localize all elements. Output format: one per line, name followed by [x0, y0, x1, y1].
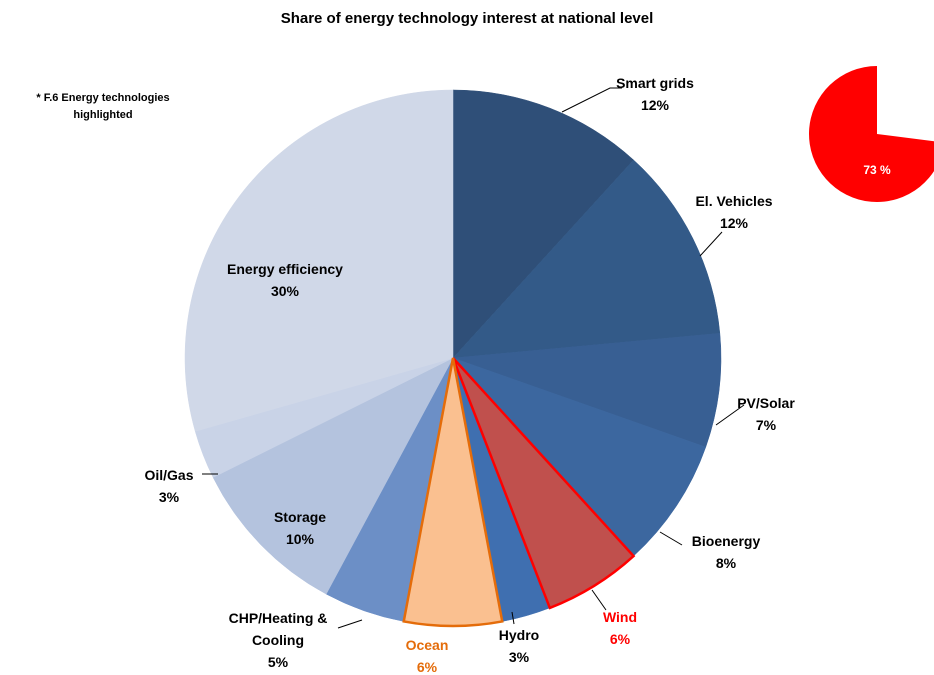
slice-name: Bioenergy: [691, 533, 761, 549]
slice-value: 8%: [715, 555, 737, 571]
annotation-line: * F.6 Energy technologies: [36, 92, 170, 104]
leader-line: [715, 404, 745, 426]
annotation-line: highlighted: [73, 109, 133, 121]
slice-value: 6%: [416, 659, 438, 675]
slice-label: PV/Solar 7%: [706, 392, 826, 436]
pie-slice: [452, 159, 721, 359]
leader-line: [699, 231, 723, 257]
slice-value: 12%: [640, 97, 670, 113]
inset-slice: [809, 66, 934, 202]
slice-name: Ocean: [405, 637, 449, 653]
pie-slice: [212, 357, 454, 595]
pie-slice: [451, 357, 636, 610]
slice-name: El. Vehicles: [695, 193, 773, 209]
slice-value: 6%: [609, 631, 631, 647]
slice-value: 12%: [719, 215, 749, 231]
slice-name: Energy efficiency: [227, 261, 343, 277]
slice-label: CHP/Heating & Cooling 5%: [208, 607, 348, 673]
slice-name: Wind: [602, 609, 638, 625]
slice-value: 10%: [285, 531, 315, 547]
annotation: * F.6 Energy technologies highlighted: [18, 90, 188, 124]
slice-name: Smart grids: [616, 75, 694, 91]
slice-value: 7%: [755, 417, 777, 433]
leader-line: [591, 589, 607, 611]
slice-label: Smart grids 12%: [595, 72, 715, 116]
slice-label: Oil/Gas 3%: [119, 464, 219, 508]
slice-label: Storage 10%: [240, 506, 360, 550]
slice-value: 5%: [267, 654, 289, 670]
leader-line: [561, 87, 622, 113]
pie-slice: [184, 89, 454, 432]
pie-slice: [452, 332, 722, 448]
slice-name: PV/Solar: [737, 395, 795, 411]
slice-value: 3%: [158, 489, 180, 505]
leader-line: [659, 531, 683, 546]
slice-name: CHP/Heating & Cooling: [228, 610, 328, 648]
slice-label: Wind 6%: [580, 606, 660, 650]
slice-label: Hydro 3%: [479, 624, 559, 668]
slice-name: Oil/Gas: [144, 467, 194, 483]
pie-slice: [452, 89, 634, 359]
pie-slice: [402, 357, 504, 628]
slice-name: Hydro: [498, 627, 540, 643]
chart-title: Share of energy technology interest at n…: [280, 10, 654, 27]
pie-slice: [452, 357, 707, 557]
slice-label: Bioenergy 8%: [666, 530, 786, 574]
slice-label: Energy efficiency 30%: [205, 258, 365, 302]
inset-label: 73 %: [863, 163, 891, 177]
leader-line: [511, 611, 515, 625]
slice-label: Ocean 6%: [387, 634, 467, 675]
slice-value: 30%: [270, 283, 300, 299]
leader-line: [337, 619, 363, 629]
slice-value: 3%: [508, 649, 530, 665]
slice-label: El. Vehicles 12%: [674, 190, 794, 234]
slice-name: Storage: [273, 509, 327, 525]
